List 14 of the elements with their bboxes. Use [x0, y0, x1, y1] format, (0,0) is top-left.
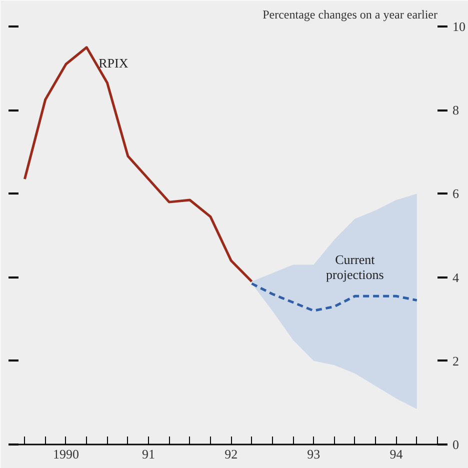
y-tick-label: 8: [452, 102, 459, 118]
x-tick-label: 92: [224, 446, 238, 462]
series-label: Current projections: [326, 252, 384, 282]
y-tick-label: 0: [452, 437, 459, 452]
y-tick-label: 10: [452, 19, 466, 34]
x-tick-label: 93: [307, 446, 320, 462]
y-tick-label: 4: [452, 270, 460, 285]
y-axis-title: Percentage changes on a year earlier: [262, 8, 438, 22]
y-tick-label: 2: [452, 353, 459, 368]
x-tick-label: 1990: [52, 446, 79, 462]
x-tick-label: 91: [142, 446, 156, 462]
y-tick-label: 6: [452, 186, 460, 202]
x-tick-label: 94: [390, 446, 404, 462]
series-label: RPIX: [98, 55, 129, 70]
